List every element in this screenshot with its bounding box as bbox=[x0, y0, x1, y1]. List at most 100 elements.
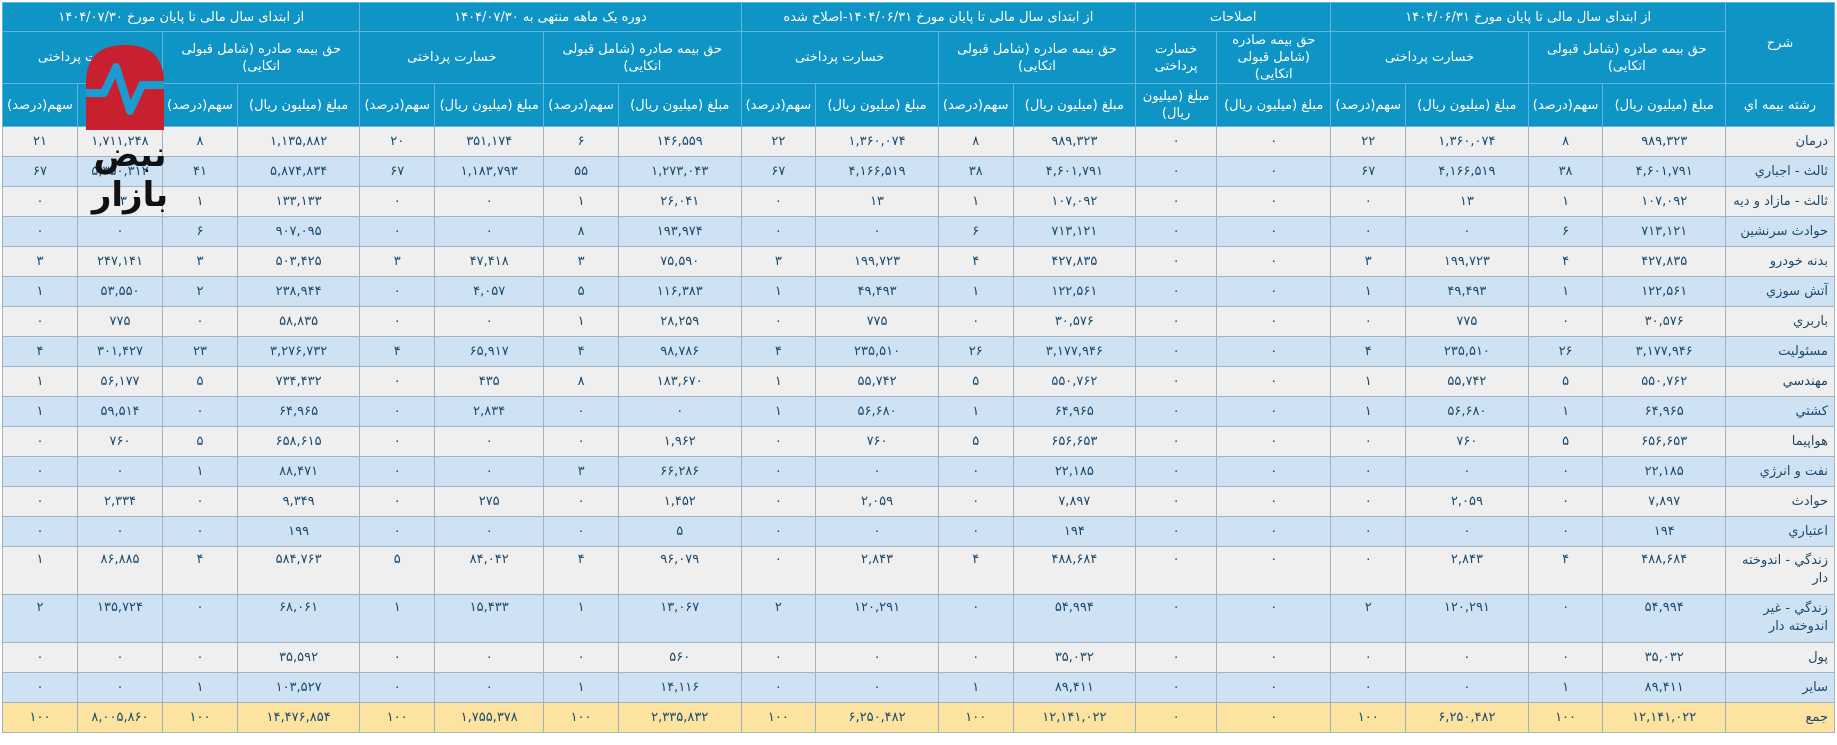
cell-value: ۱۹۹,۷۲۳ bbox=[815, 246, 939, 277]
header-premium: حق بیمه صادره (شامل قبولی اتکایی) bbox=[162, 31, 361, 84]
cell-value: ۳۰,۵۷۶ bbox=[1602, 306, 1726, 337]
cell-value: ۱ bbox=[1330, 366, 1407, 397]
cell-value: ۰ bbox=[1216, 186, 1332, 217]
cell-value: ۰ bbox=[1216, 336, 1332, 367]
cell-value: ۰ bbox=[434, 456, 545, 487]
row-label: ثالث - مازاد و ديه bbox=[1724, 186, 1836, 217]
cell-value: ۶۷ bbox=[740, 156, 817, 187]
cell-value: ۰ bbox=[543, 486, 619, 517]
table-row: بدنه خودرو ۴۲۷,۸۳۵ ۴ ۱۹۹,۷۲۳ ۳ ۰ ۰ ۴۲۷,۸۳۵ ۴ ۱۹۹,… bbox=[2, 246, 1836, 277]
cell-value: ۱۹۹,۷۲۳ bbox=[1405, 246, 1529, 277]
cell-value: ۰ bbox=[1330, 426, 1407, 457]
cell-value: ۰ bbox=[359, 366, 436, 397]
cell-value: ۵۰۳,۴۲۵ bbox=[236, 246, 361, 277]
cell-value: ۰ bbox=[1216, 702, 1332, 733]
cell-value: ۰ bbox=[434, 306, 545, 337]
cell-value: ۲۲ bbox=[1330, 126, 1407, 157]
cell-value: ۰ bbox=[740, 456, 817, 487]
cell-value: ۰ bbox=[1330, 456, 1407, 487]
cell-value: ۱۲,۱۴۱,۰۲۲ bbox=[1602, 702, 1726, 733]
cell-value: ۶۵۶,۶۵۳ bbox=[1602, 426, 1726, 457]
cell-value: ۰ bbox=[1216, 672, 1332, 703]
cell-value: ۲۶,۰۴۱ bbox=[617, 186, 742, 217]
cell-value: ۰ bbox=[359, 426, 436, 457]
cell-value: ۱ bbox=[1527, 396, 1604, 427]
row-label: اعتباري bbox=[1724, 516, 1836, 547]
cell-value: ۰ bbox=[1135, 156, 1218, 187]
row-label: آتش سوزي bbox=[1724, 276, 1836, 307]
cell-value: ۸۶,۸۸۵ bbox=[76, 546, 164, 595]
cell-value: ۰ bbox=[359, 186, 436, 217]
header-amount: مبلغ (میلیون ریال) bbox=[815, 83, 939, 127]
cell-value: ۲۶ bbox=[1527, 336, 1604, 367]
cell-value: ۷۵,۵۹۰ bbox=[617, 246, 742, 277]
header-claims: خسارت پرداختی bbox=[1, 31, 164, 84]
cell-value: ۱۰۰ bbox=[1527, 702, 1604, 733]
cell-value: ۰ bbox=[1135, 186, 1218, 217]
cell-value: ۴ bbox=[162, 546, 238, 595]
cell-value: ۹۶,۰۷۹ bbox=[617, 546, 742, 595]
cell-value: ۰ bbox=[937, 306, 1014, 337]
table-row: حوادث سرنشين ۷۱۳,۱۲۱ ۶ ۰ ۰ ۰ ۰ ۷۱۳,۱۲۱ ۶ ۰ ۰ ۱۹۳,۹۷… bbox=[2, 216, 1836, 247]
cell-value: ۴۸۸,۶۸۴ bbox=[1012, 546, 1137, 595]
cell-value: ۰ bbox=[1527, 594, 1604, 643]
cell-value: ۰ bbox=[617, 396, 742, 427]
cell-value: ۱۴,۴۷۶,۸۵۴ bbox=[236, 702, 361, 733]
cell-value: ۳۵,۵۹۲ bbox=[236, 642, 361, 673]
cell-value: ۴۲۷,۸۳۵ bbox=[1012, 246, 1137, 277]
cell-value: ۵۵,۷۴۲ bbox=[1405, 366, 1529, 397]
cell-value: ۱,۳۶۰,۰۷۴ bbox=[1405, 126, 1529, 157]
cell-value: ۶۷ bbox=[2, 156, 78, 187]
cell-value: ۴ bbox=[1330, 336, 1407, 367]
row-label: نفت و انرژي bbox=[1724, 456, 1836, 487]
cell-value: ۰ bbox=[1135, 702, 1218, 733]
cell-value: ۰ bbox=[1405, 216, 1529, 247]
cell-value: ۶,۲۵۰,۴۸۲ bbox=[815, 702, 939, 733]
cell-value: ۰ bbox=[1135, 546, 1218, 595]
cell-value: ۴۷,۴۱۸ bbox=[434, 246, 545, 277]
cell-value: ۵۸,۸۳۵ bbox=[236, 306, 361, 337]
cell-value: ۸۹,۴۱۱ bbox=[1012, 672, 1137, 703]
cell-value: ۴ bbox=[1527, 546, 1604, 595]
cell-value: ۳,۲۷۶,۷۳۲ bbox=[236, 336, 361, 367]
cell-value: ۰ bbox=[1216, 456, 1332, 487]
cell-value: ۱ bbox=[2, 366, 78, 397]
header-premium: حق بیمه صادره (شامل قبولی اتکایی) bbox=[1216, 31, 1332, 84]
cell-value: ۰ bbox=[162, 306, 238, 337]
cell-value: ۸,۰۰۵,۸۶۰ bbox=[76, 702, 164, 733]
cell-value: ۴۲۷,۸۳۵ bbox=[1602, 246, 1726, 277]
cell-value: ۰ bbox=[434, 672, 545, 703]
cell-value: ۵۴,۹۹۴ bbox=[1602, 594, 1726, 643]
cell-value: ۱۳۳,۱۳۳ bbox=[236, 186, 361, 217]
cell-value: ۵۹,۵۱۴ bbox=[76, 396, 164, 427]
cell-value: ۴ bbox=[1527, 246, 1604, 277]
cell-value: ۰ bbox=[815, 216, 939, 247]
cell-value: ۲,۸۴۳ bbox=[815, 546, 939, 595]
cell-value: ۰ bbox=[359, 276, 436, 307]
cell-value: ۱۰۰ bbox=[359, 702, 436, 733]
table-row: حوادث ۷,۸۹۷ ۰ ۲,۰۵۹ ۰ ۰ ۰ ۷,۸۹۷ ۰ ۲,۰۵۹ ۰ ۱,۴۵۲ ۰ ۲۷۵… bbox=[2, 486, 1836, 517]
cell-value: ۵,۳۵۰,۳۱۲ bbox=[76, 156, 164, 187]
cell-value: ۱۰۳,۵۲۷ bbox=[236, 672, 361, 703]
cell-value: ۱ bbox=[1527, 276, 1604, 307]
cell-value: ۵ bbox=[937, 426, 1014, 457]
cell-value: ۰ bbox=[359, 216, 436, 247]
cell-value: ۴ bbox=[359, 336, 436, 367]
cell-value: ۲ bbox=[1330, 594, 1407, 643]
cell-value: ۰ bbox=[1527, 516, 1604, 547]
row-label: جمع bbox=[1724, 702, 1836, 733]
cell-value: ۲ bbox=[2, 594, 78, 643]
cell-value: ۴,۶۰۱,۷۹۱ bbox=[1602, 156, 1726, 187]
cell-value: ۰ bbox=[740, 672, 817, 703]
cell-value: ۱۴,۱۱۶ bbox=[617, 672, 742, 703]
cell-value: ۱ bbox=[740, 396, 817, 427]
cell-value: ۰ bbox=[1216, 126, 1332, 157]
cell-value: ۰ bbox=[543, 516, 619, 547]
cell-value: ۵ bbox=[1527, 426, 1604, 457]
cell-value: ۵ bbox=[543, 276, 619, 307]
table-row: هواپيما ۶۵۶,۶۵۳ ۵ ۷۶۰ ۰ ۰ ۰ ۶۵۶,۶۵۳ ۵ ۷۶۰ ۰ ۱,۹۶۲ ۰ ۰… bbox=[2, 426, 1836, 457]
cell-value: ۰ bbox=[1216, 216, 1332, 247]
cell-value: ۲۰ bbox=[359, 126, 436, 157]
cell-value: ۰ bbox=[434, 426, 545, 457]
cell-value: ۴,۰۵۷ bbox=[434, 276, 545, 307]
